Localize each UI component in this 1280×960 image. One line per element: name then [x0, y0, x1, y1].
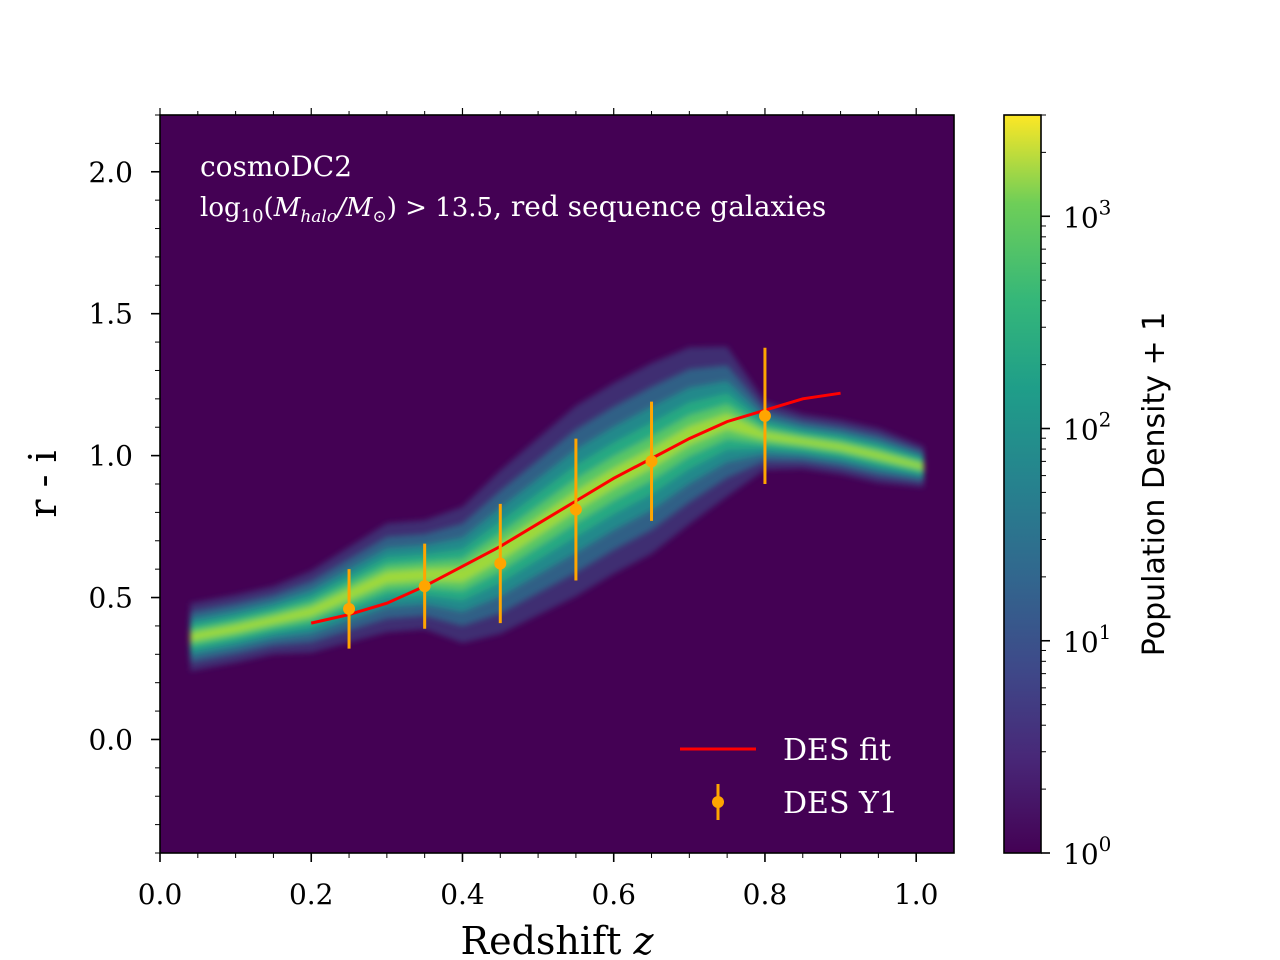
colorbar-tick-label: 103 [1063, 195, 1111, 234]
colorbar [1003, 114, 1042, 854]
colorbar-tick-label: 101 [1063, 620, 1111, 659]
series-layer [310, 347, 841, 649]
annotation-selection: log10(Mhalo/M⊙) > 13.5, red sequence gal… [200, 190, 826, 227]
x-tick-label: 0.8 [743, 878, 788, 911]
des-y1-point-1 [343, 602, 356, 615]
legend-label-des-y1: DES Y1 [783, 786, 898, 821]
x-tick-label: 0.6 [591, 878, 636, 911]
legend: DES fit DES Y1 [680, 733, 898, 821]
y-tick-label: 2.0 [88, 156, 133, 189]
x-tick-label: 0.0 [138, 878, 183, 911]
x-tick-label: 1.0 [894, 878, 939, 911]
y-tick-label: 1.0 [88, 440, 133, 473]
x-axis-title: Redshift z [461, 919, 655, 960]
y-axis-title: r - i [21, 450, 65, 517]
des-y1-point-5 [645, 455, 658, 468]
legend-label-des-fit: DES fit [783, 733, 891, 768]
colorbar-title: Population Density + 1 [1137, 312, 1172, 657]
y-axis: 0.0 0.5 1.0 1.5 2.0 [88, 114, 160, 854]
colorbar-tick-label: 100 [1063, 832, 1111, 871]
des-y1-point-4 [569, 503, 582, 516]
des-y1-point-6 [758, 409, 771, 422]
x-axis: 0.0 0.2 0.4 0.6 0.8 1.0 [138, 108, 939, 911]
x-tick-label: 0.4 [440, 878, 485, 911]
colorbar-tick-label: 102 [1063, 408, 1111, 447]
annotation-title: cosmoDC2 [200, 150, 352, 183]
des-y1-point-2 [418, 580, 431, 593]
density-heatmap [190, 346, 924, 672]
legend-marker-des-y1 [712, 796, 724, 808]
y-tick-label: 0.5 [88, 582, 133, 615]
density-contour-6 [190, 413, 924, 641]
y-tick-label: 0.0 [88, 723, 133, 756]
colorbar-axis: 100 101 102 103 [1041, 114, 1111, 871]
y-tick-label: 1.5 [88, 298, 133, 331]
des-y1-point-3 [494, 557, 507, 570]
x-tick-label: 0.2 [289, 878, 334, 911]
